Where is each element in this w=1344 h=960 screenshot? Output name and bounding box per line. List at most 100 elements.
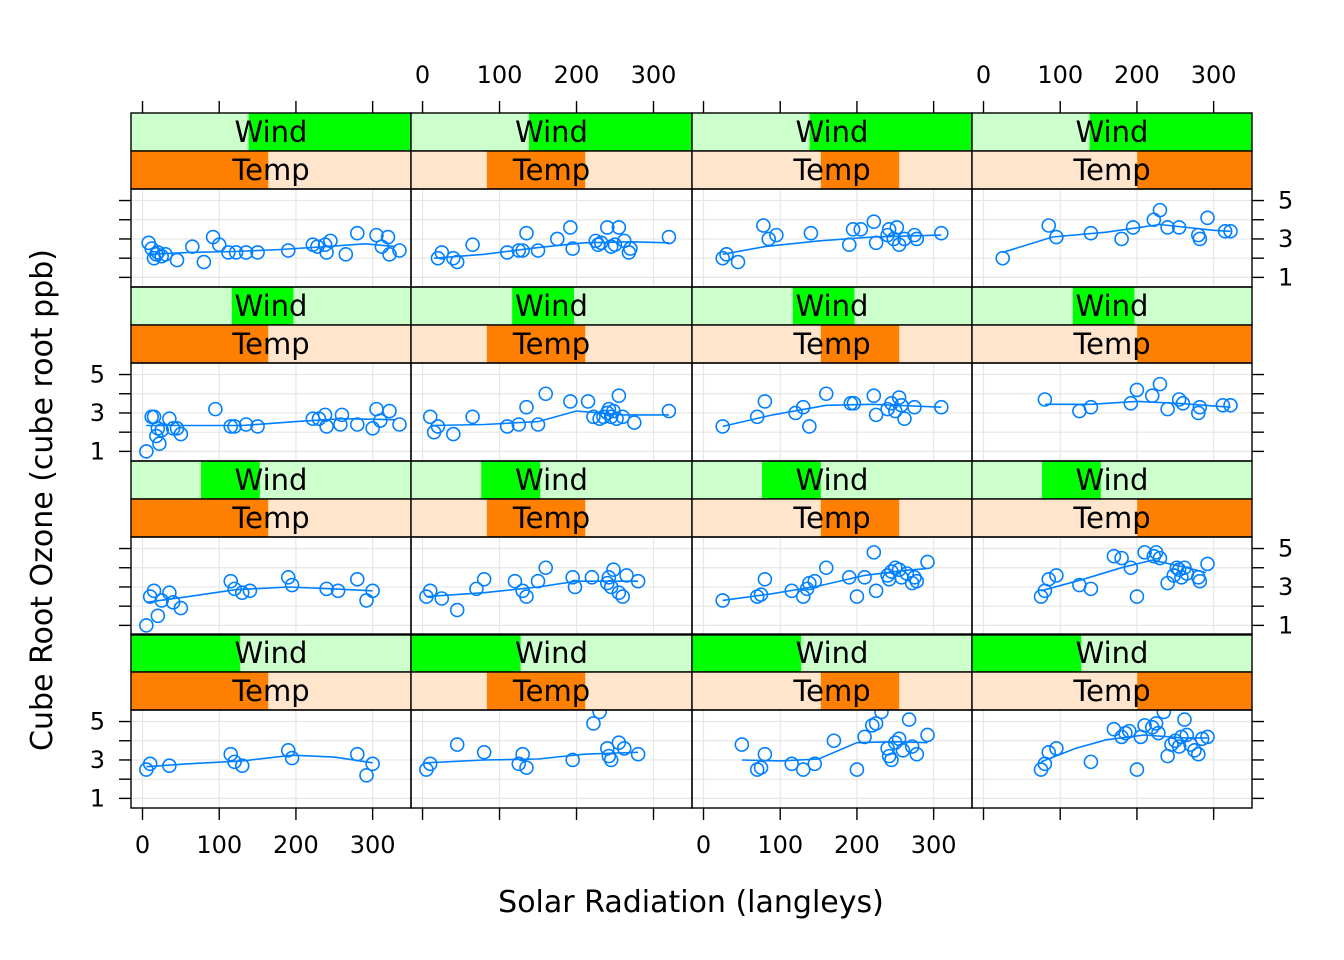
strip-wind-label: Wind <box>235 463 308 497</box>
strip-temp-shingle <box>486 672 586 710</box>
strip-temp-shingle <box>1137 151 1252 189</box>
data-point <box>857 729 872 745</box>
strip-wind-shingle <box>512 287 574 325</box>
y-tick-label-right: 1 <box>1278 263 1293 291</box>
data-point <box>1192 399 1208 415</box>
strip-temp-label: Temp <box>1072 501 1150 535</box>
panel-border <box>971 709 1253 809</box>
data-point <box>909 231 925 247</box>
strip-wind-shingle <box>1042 461 1101 499</box>
data-point <box>586 409 601 425</box>
x-tick-label-top: 100 <box>1037 61 1083 89</box>
data-point <box>519 225 534 241</box>
y-axis-title: Cube Root Ozone (cube root ppb) <box>25 249 60 751</box>
points-layer <box>139 202 1238 783</box>
panel-border <box>691 709 973 809</box>
data-point <box>1041 218 1057 233</box>
data-point <box>868 583 884 599</box>
data-point <box>284 577 300 593</box>
strip-temp-label: Temp <box>792 674 870 708</box>
data-point <box>1223 397 1238 413</box>
data-point <box>173 426 189 442</box>
strip-wind-shingle <box>131 634 241 672</box>
data-point <box>795 762 811 777</box>
data-point <box>866 545 882 560</box>
data-point <box>1200 210 1215 226</box>
data-point <box>849 762 865 777</box>
strip-temp-label: Temp <box>231 153 309 187</box>
data-point <box>818 560 834 576</box>
data-point <box>843 396 859 411</box>
data-point <box>909 573 925 589</box>
data-point <box>895 743 911 758</box>
panel-border <box>971 536 1253 636</box>
data-point <box>250 245 265 260</box>
data-point <box>1164 737 1179 752</box>
strip-wind-label: Wind <box>796 636 869 670</box>
x-tick-label-top: 300 <box>631 61 677 89</box>
strip-wind-label: Wind <box>1076 463 1149 497</box>
strip-temp-label: Temp <box>1072 327 1150 361</box>
strip-wind-label: Wind <box>1076 636 1149 670</box>
data-point <box>227 419 242 434</box>
strip-wind-background <box>972 461 1252 499</box>
data-point <box>866 388 882 403</box>
data-point <box>769 227 784 243</box>
loess-smooth-line <box>146 586 373 604</box>
data-point <box>1151 725 1166 741</box>
data-point <box>563 220 578 235</box>
data-point <box>897 411 912 427</box>
data-point <box>715 593 730 608</box>
y-tick-label-left: 3 <box>90 746 105 774</box>
data-point <box>228 245 244 260</box>
data-point <box>1177 712 1192 727</box>
data-point <box>1123 396 1139 411</box>
loess-smooth-line <box>1002 223 1231 254</box>
data-point <box>317 407 333 423</box>
data-point <box>661 403 677 419</box>
strip-temp-shingle <box>820 672 900 710</box>
data-point <box>515 746 530 762</box>
x-tick-label-bottom: 0 <box>135 831 150 859</box>
data-point <box>807 573 823 589</box>
data-point <box>849 589 865 604</box>
data-point <box>382 247 397 262</box>
data-point <box>626 415 642 430</box>
x-tick-label-top: 0 <box>976 61 991 89</box>
strip-temp-label: Temp <box>1072 674 1150 708</box>
data-point <box>434 245 450 260</box>
data-point <box>920 727 935 743</box>
data-point <box>584 570 600 585</box>
y-tick-label-left: 3 <box>90 399 105 427</box>
panel-border <box>410 536 693 636</box>
strip-temp-shingle <box>131 325 269 363</box>
data-point <box>615 409 631 425</box>
data-point <box>538 386 554 402</box>
loess-smooth-line <box>1044 400 1231 408</box>
strip-temp-shingle <box>1137 672 1252 710</box>
data-point <box>920 554 935 570</box>
data-point <box>1192 573 1208 589</box>
data-point <box>826 733 842 749</box>
strip-wind-shingle <box>529 113 692 151</box>
strip-temp-label: Temp <box>512 674 590 708</box>
data-point <box>1114 231 1129 247</box>
data-point <box>234 758 250 774</box>
x-tick-label-bottom: 100 <box>757 831 803 859</box>
panel-border <box>130 362 412 462</box>
data-point <box>818 386 834 402</box>
strip-temp-shingle <box>131 672 269 710</box>
data-point <box>661 229 677 245</box>
data-point <box>280 570 296 585</box>
data-point <box>1129 382 1145 398</box>
data-point <box>565 570 580 585</box>
data-point <box>609 411 624 427</box>
data-point <box>150 608 166 624</box>
strip-wind-label: Wind <box>1076 115 1149 149</box>
data-point <box>330 583 346 599</box>
strip-temp-shingle <box>131 499 269 537</box>
data-point <box>422 583 438 599</box>
data-point <box>380 229 396 245</box>
data-point <box>369 227 384 243</box>
data-point <box>1160 401 1175 417</box>
